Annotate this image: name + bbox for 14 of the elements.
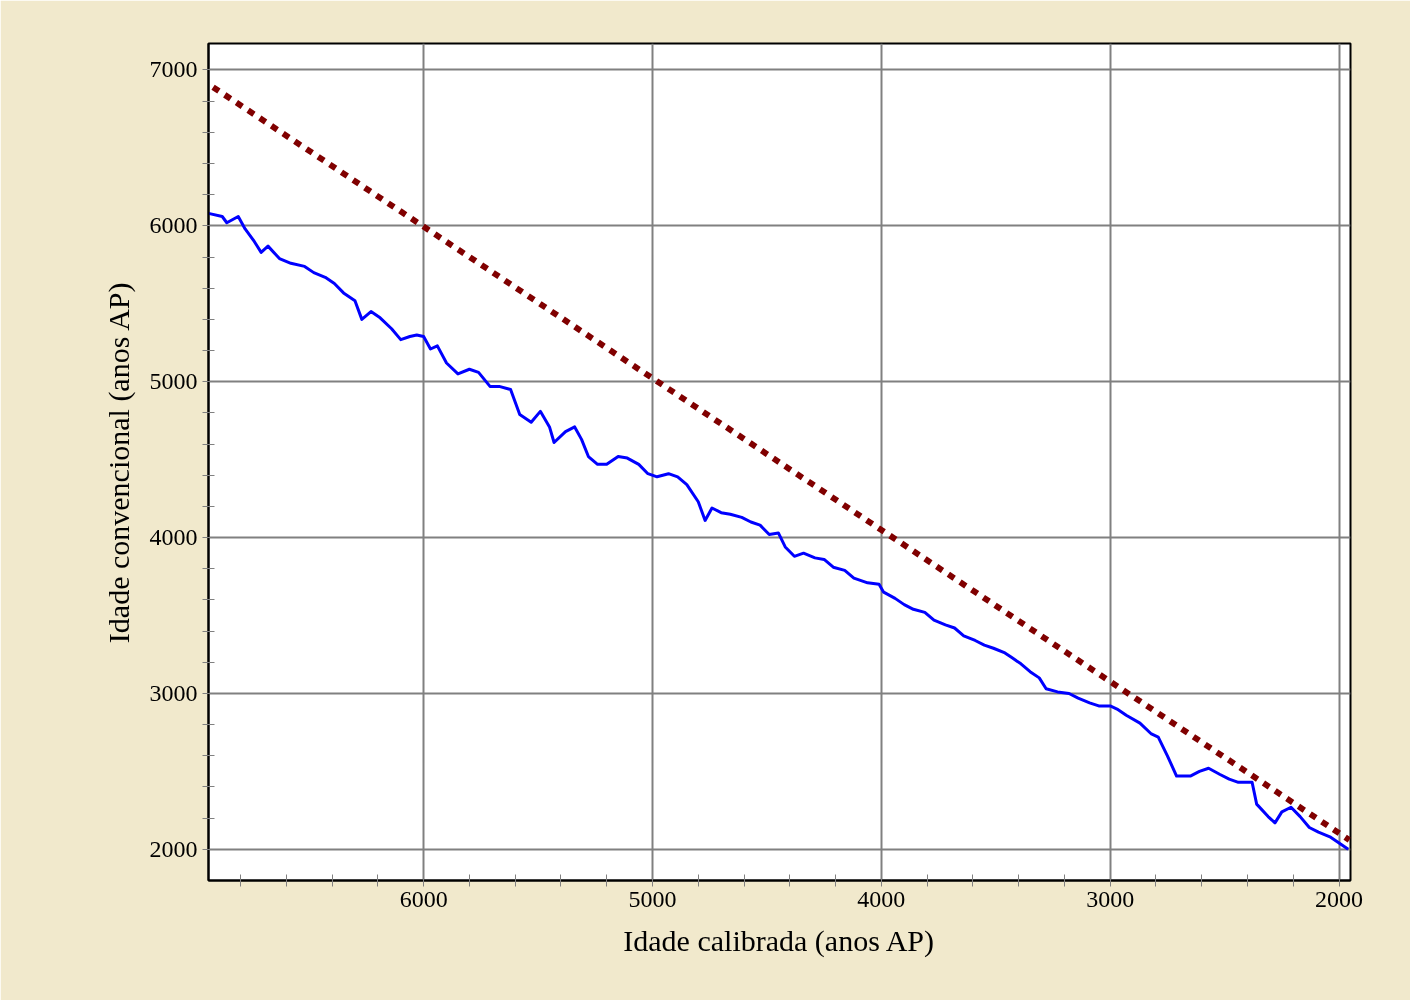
x-tick-label: 2000: [1315, 885, 1364, 912]
line-series: [208, 211, 1350, 851]
y-tick-label: 3000: [149, 679, 198, 706]
x-tick-label: 3000: [1086, 885, 1135, 912]
y-tick-label: 5000: [149, 368, 198, 395]
y-axis-title: Idade convencional (anos AP): [101, 282, 136, 644]
y-tick-label: 4000: [149, 524, 198, 551]
x-tick-label: 4000: [857, 885, 906, 912]
x-tick-label: 5000: [628, 885, 677, 912]
x-tick-label: 6000: [399, 885, 448, 912]
y-tick-label: 7000: [149, 56, 198, 83]
y-tick-label: 2000: [149, 835, 198, 862]
x-axis-title: Idade calibrada (anos AP): [623, 923, 935, 958]
y-tick-label: 6000: [149, 212, 198, 239]
